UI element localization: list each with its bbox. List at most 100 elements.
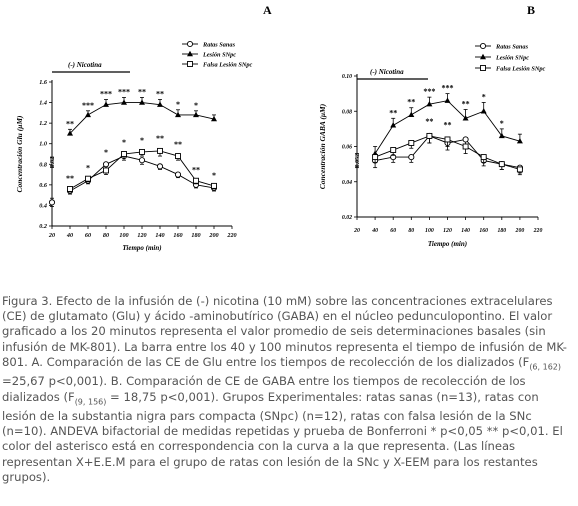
y-axis-label-a: Concentración Glu (μM): [15, 115, 24, 193]
sig-marker-lesion-a: **: [66, 119, 74, 128]
data-point-a-2: [212, 183, 217, 188]
data-point-a-0: [103, 162, 108, 167]
sig-marker-lower-a: *: [212, 171, 216, 180]
basal-point-b-label: 0.052: [355, 154, 361, 168]
y-tick-label-b: 0.08: [342, 109, 352, 115]
y-tick-label-a: 1.2: [39, 120, 47, 127]
legend-marker-b: [480, 54, 486, 59]
x-tick-label-b: 160: [479, 228, 488, 234]
x-tick-label-a: 20: [48, 232, 55, 239]
data-point-b-1: [481, 108, 487, 113]
figure-charts: A 20 40 60 80 100 120 140 160 180 200 220 0.2 0.4 0.6 0…: [0, 0, 578, 270]
x-tick-label-a: 60: [85, 232, 91, 239]
data-point-a-1: [85, 112, 91, 117]
data-point-a-0: [139, 158, 144, 163]
sig-marker-lesion-b: **: [389, 108, 397, 117]
sig-marker-lesion-a: ***: [100, 89, 112, 98]
nicotine-bar-label-a: (-) Nicotina: [68, 61, 102, 69]
sig-marker-lower-a: **: [156, 134, 164, 143]
data-point-b-0: [463, 137, 468, 142]
chart-panel-a: A 20 40 60 80 100 120 140 160 180 200 220 0.2 0.4 0.6 0…: [15, 3, 272, 252]
sig-marker-lesion-b: **: [407, 98, 415, 107]
y-tick-label-a: 0.6: [39, 182, 48, 189]
sig-marker-lower-b: **: [425, 117, 433, 126]
x-tick-label-b: 140: [461, 228, 470, 234]
y-tick-label-b: 0.06: [342, 145, 352, 151]
y-tick-label-b: 0.02: [342, 215, 352, 221]
sig-marker-lower-a: **: [192, 166, 200, 175]
legend-entry-b: Ratas Sanas: [495, 44, 529, 51]
sig-marker-lesion-a: ***: [118, 87, 130, 96]
x-tick-label-a: 140: [155, 232, 164, 239]
sig-marker-lower-a: *: [140, 136, 144, 145]
y-tick-label-b: 0.10: [342, 74, 352, 80]
data-point-a-2: [140, 149, 145, 154]
sig-marker-lesion-b: **: [462, 99, 470, 108]
x-tick-label-b: 200: [515, 228, 525, 234]
x-tick-label-b: 40: [371, 228, 378, 234]
legend-entry-a: Lesión SNpc: [202, 52, 236, 59]
legend-entry-a: Ratas Sanas: [202, 42, 236, 49]
x-tick-label-a: 40: [66, 232, 73, 239]
y-tick-label-a: 1.6: [39, 79, 48, 86]
x-tick-label-a: 180: [191, 232, 200, 239]
data-point-b-2: [517, 167, 522, 172]
data-point-a-2: [194, 178, 199, 183]
x-tick-label-a: 220: [226, 232, 236, 239]
sig-marker-lower-a: **: [66, 174, 74, 183]
legend-marker-a: [188, 62, 193, 67]
panel-label-b: B: [527, 3, 535, 17]
data-point-a-1: [121, 99, 127, 104]
data-point-a-1: [139, 99, 145, 104]
x-tick-label-a: 80: [103, 232, 109, 239]
x-tick-label-b: 220: [533, 228, 543, 234]
x-tick-label-b: 180: [497, 228, 506, 234]
x-tick-label-a: 100: [119, 232, 128, 239]
panel-label-a: A: [263, 3, 272, 17]
x-tick-label-b: 100: [425, 228, 434, 234]
y-tick-label-a: 1.0: [39, 141, 47, 148]
sig-marker-lesion-b: *: [482, 92, 486, 101]
x-tick-label-b: 60: [390, 228, 396, 234]
legend-entry-a: Falsa Lesión SNpc: [203, 62, 253, 69]
x-tick-label-a: 120: [137, 232, 146, 239]
data-point-a-0: [157, 164, 162, 169]
data-point-b-2: [409, 140, 414, 145]
figure-caption: Figura 3. Efecto de la infusión de (-) n…: [2, 294, 574, 485]
data-point-b-2: [427, 133, 432, 138]
data-point-b-0: [409, 154, 414, 159]
data-point-b-2: [373, 155, 378, 160]
sig-marker-lower-a: *: [104, 148, 108, 157]
basal-point-a-label: 0.82: [50, 157, 56, 168]
data-point-b-1: [390, 122, 396, 127]
sig-marker-lesion-a: **: [156, 89, 164, 98]
data-point-b-2: [391, 148, 396, 153]
legend-entry-b: Lesión SNpc: [495, 55, 529, 62]
y-tick-label-a: 0.8: [39, 161, 47, 168]
data-point-a-2: [68, 186, 73, 191]
data-point-a-1: [193, 112, 199, 117]
caption-text-1: Figura 3. Efecto de la infusión de (-) n…: [2, 294, 567, 369]
legend-marker-b: [481, 66, 486, 71]
y-tick-label-a: 0.4: [39, 202, 47, 209]
x-tick-label-b: 80: [408, 228, 414, 234]
x-tick-label-b: 20: [353, 228, 360, 234]
y-tick-label-a: 1.4: [39, 100, 47, 107]
sig-marker-lower-a: *: [122, 138, 126, 147]
data-point-a-2: [122, 152, 127, 157]
sig-marker-lesion-a: *: [194, 101, 198, 110]
data-point-a-2: [86, 176, 91, 181]
nicotine-bar-label-b: (-) Nicotina: [370, 68, 404, 76]
sig-marker-lesion-a: *: [176, 100, 180, 109]
caption-df-2: (9, 156): [75, 397, 107, 406]
x-axis-label-a: Tiempo (min): [122, 244, 161, 252]
x-axis-label-b: Tiempo (min): [428, 240, 467, 248]
data-point-b-1: [408, 112, 414, 117]
x-tick-label-a: 200: [208, 232, 218, 239]
data-point-a-0: [175, 172, 180, 177]
sig-marker-lesion-a: **: [138, 87, 146, 96]
data-point-b-2: [463, 144, 468, 149]
data-point-a-2: [176, 154, 181, 159]
chart-panel-b: B 20 40 60 80 100 120 140 160 180 200 220 0.02 0.04 0.…: [318, 3, 546, 248]
legend-entry-b: Falsa Lesión SNpc: [496, 66, 546, 73]
